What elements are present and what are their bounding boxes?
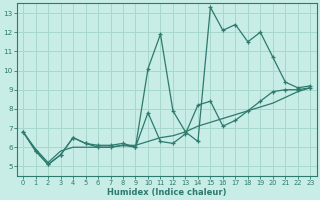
X-axis label: Humidex (Indice chaleur): Humidex (Indice chaleur): [107, 188, 227, 197]
